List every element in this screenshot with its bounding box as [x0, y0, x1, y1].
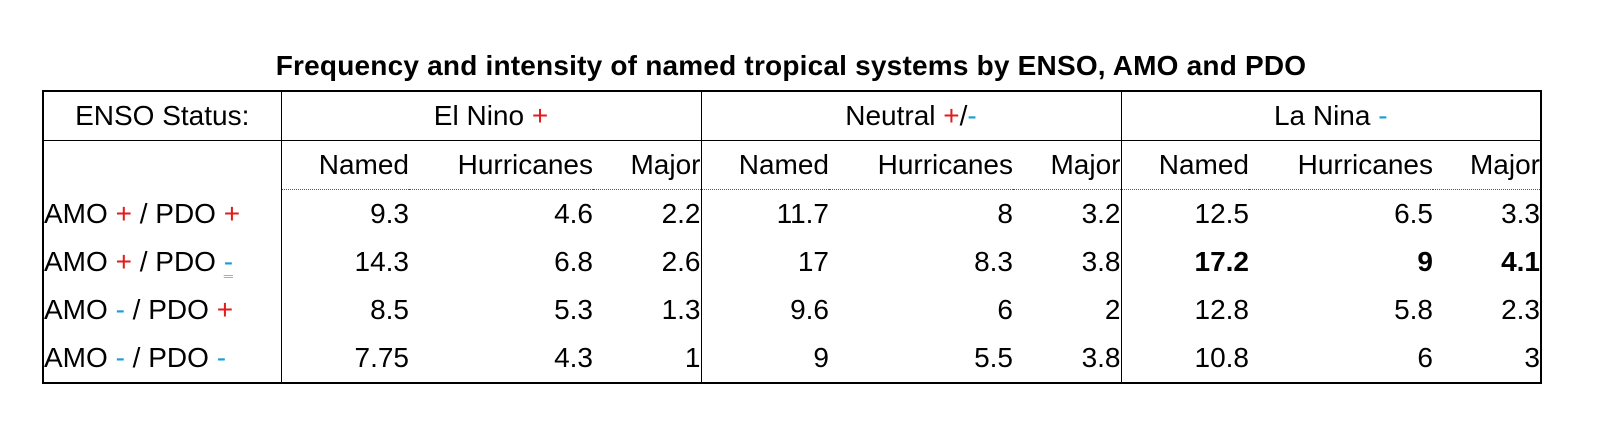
col-major: Major	[1433, 140, 1542, 190]
col-named: Named	[1121, 140, 1249, 190]
cell-value: 5.3	[554, 294, 593, 325]
pdo-text: / PDO	[132, 294, 209, 325]
table-row: AMO - / PDO + 8.5 5.3 1.3 9.6 6 2 12.8 5…	[42, 286, 1542, 334]
group-name: El Nino	[433, 100, 525, 131]
column-header-row: Named Hurricanes Major Named Hurricanes …	[42, 140, 1542, 190]
cell-value: 2.3	[1433, 286, 1542, 334]
cell-value: 6	[1249, 334, 1433, 384]
enso-status-label: ENSO Status:	[42, 90, 282, 141]
sign-minus: -	[967, 100, 977, 131]
table-row: AMO + / PDO + 9.3 4.6 2.2 11.7 8 3.2 12.…	[42, 189, 1542, 238]
pdo-text: / PDO	[132, 342, 209, 373]
group-header-el-nino: El Nino +	[281, 90, 702, 141]
sign-slash: /	[959, 100, 968, 131]
cell-value: 6.5	[1394, 198, 1433, 229]
group-name: Neutral	[845, 100, 936, 131]
group-header-la-nina: La Nina -	[1121, 90, 1542, 141]
amo-text: AMO	[44, 197, 108, 229]
pdo-text: / PDO	[139, 246, 216, 277]
cell-value: 9.6	[790, 294, 829, 325]
col-hurricanes: Hurricanes	[1249, 140, 1433, 190]
amo-text: AMO	[44, 246, 108, 277]
sign-minus: -	[1378, 100, 1388, 131]
amo-sign: +	[115, 197, 132, 229]
cell-value: 3.8	[1013, 334, 1122, 384]
row-label-header	[42, 140, 282, 190]
row-label: AMO + / PDO +	[42, 189, 282, 238]
row-label: AMO - / PDO -	[42, 334, 282, 384]
cell-value: 6	[997, 294, 1013, 325]
pdo-sign: +	[223, 197, 241, 229]
cell-value: 10.8	[1121, 334, 1249, 384]
cell-value: 9.3	[370, 198, 409, 229]
col-named: Named	[701, 140, 829, 190]
cell-value: 1	[593, 334, 702, 384]
cell-value: 12.5	[1194, 198, 1250, 229]
cell-value: 8.3	[974, 246, 1013, 277]
cell-value: 5.8	[1394, 294, 1433, 325]
group-header-neutral: Neutral +/-	[701, 90, 1122, 141]
pdo-sign: -	[223, 246, 234, 277]
sign-plus: +	[531, 100, 549, 131]
col-major: Major	[1013, 140, 1122, 190]
enso-table: ENSO Status: El Nino + Neutral +/- La Ni…	[42, 90, 1542, 384]
row-label: AMO - / PDO +	[42, 286, 282, 334]
cell-value: 1.3	[593, 286, 702, 334]
pdo-sign: +	[216, 294, 234, 325]
cell-value: 5.5	[829, 334, 1013, 384]
cell-value: 4.6	[554, 198, 593, 229]
cell-value: 9	[701, 334, 829, 384]
cell-value: 12.8	[1194, 294, 1250, 325]
cell-value: 3	[1433, 334, 1542, 384]
cell-value: 2.2	[593, 189, 702, 238]
cell-value: 3.8	[1013, 238, 1122, 286]
table-row: AMO + / PDO - 14.3 6.8 2.6 17 8.3 3.8 17…	[42, 238, 1542, 286]
cell-value: 8.5	[370, 294, 409, 325]
group-header-row: ENSO Status: El Nino + Neutral +/- La Ni…	[42, 90, 1542, 141]
amo-sign: -	[115, 294, 125, 325]
cell-value: 2	[1013, 286, 1122, 334]
cell-value: 17.2	[1194, 246, 1250, 277]
cell-value: 2.6	[593, 238, 702, 286]
cell-value: 17	[797, 246, 829, 277]
cell-value: 3.3	[1433, 189, 1542, 238]
pdo-text: / PDO	[139, 197, 216, 229]
cell-value: 6.8	[554, 246, 593, 277]
col-hurricanes: Hurricanes	[829, 140, 1013, 190]
amo-text: AMO	[44, 342, 108, 373]
cell-value: 4.3	[409, 334, 593, 384]
table-title: Frequency and intensity of named tropica…	[275, 50, 1307, 81]
cell-value: 14.3	[354, 246, 410, 277]
col-named: Named	[281, 140, 409, 190]
col-major: Major	[593, 140, 702, 190]
row-label: AMO + / PDO -	[42, 238, 282, 286]
amo-sign: -	[115, 342, 125, 373]
group-name: La Nina	[1273, 100, 1371, 131]
pdo-sign: -	[216, 342, 227, 373]
cell-value: 9	[1417, 246, 1433, 277]
cell-value: 4.1	[1433, 238, 1542, 286]
cell-value: 7.75	[281, 334, 409, 384]
cell-value: 8	[997, 198, 1013, 229]
amo-text: AMO	[44, 294, 108, 325]
cell-value: 3.2	[1013, 189, 1122, 238]
cell-value: 11.7	[776, 198, 829, 229]
amo-sign: +	[115, 246, 132, 277]
sign-plus: +	[943, 100, 960, 131]
col-hurricanes: Hurricanes	[409, 140, 593, 190]
table-row: AMO - / PDO - 7.75 4.3 1 9 5.5 3.8 10.8 …	[42, 334, 1542, 384]
